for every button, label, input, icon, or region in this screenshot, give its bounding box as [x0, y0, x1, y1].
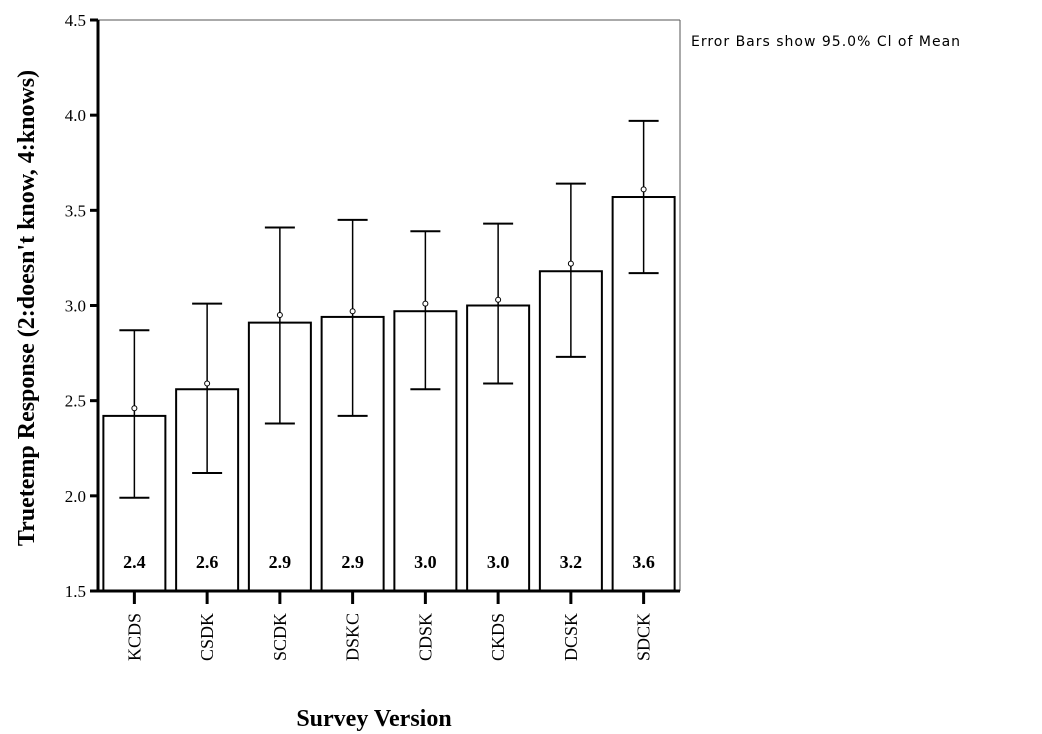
- mean-point: [131, 405, 138, 412]
- mean-point: [276, 312, 283, 319]
- x-tick-label: CSDK: [197, 613, 217, 661]
- x-axis: KCDS CSDK SCDK DSKC CDSK CKDS DCSK SDCK: [98, 589, 680, 661]
- y-tick-label: 3.5: [65, 201, 86, 220]
- y-tick-label: 1.5: [65, 582, 86, 601]
- mean-point: [204, 380, 211, 387]
- x-tick-label: CDSK: [415, 613, 435, 661]
- mean-point: [349, 308, 356, 315]
- mean-point: [422, 300, 429, 307]
- error-bars: [119, 119, 659, 499]
- plot-frame: [98, 19, 681, 591]
- bar-value-label: 3.2: [560, 552, 583, 572]
- y-axis: 1.5 2.0 2.5 3.0 3.5 4.0 4.5: [65, 11, 100, 601]
- bar-value-label: 2.4: [123, 552, 146, 572]
- bar-value-label: 2.9: [269, 552, 292, 572]
- bar-value-label: 2.9: [341, 552, 364, 572]
- bars: 2.4 2.6 2.9 2.9 3.0 3.0 3.2 3.6: [102, 196, 676, 593]
- mean-point: [567, 260, 574, 267]
- y-tick-label: 4.5: [65, 11, 86, 30]
- x-tick-label: DSKC: [343, 613, 363, 661]
- x-tick-label: SDCK: [634, 613, 654, 661]
- bar-value-label: 3.6: [632, 552, 655, 572]
- x-tick-label: KCDS: [124, 613, 144, 661]
- y-tick-label: 4.0: [65, 106, 86, 125]
- bar-value-label: 3.0: [487, 552, 510, 572]
- mean-point: [640, 186, 647, 193]
- bar-value-label: 2.6: [196, 552, 219, 572]
- x-tick-label: DCSK: [561, 613, 581, 661]
- error-bar-note: Error Bars show 95.0% Cl of Mean: [691, 34, 962, 50]
- x-axis-title: Survey Version: [296, 706, 451, 732]
- y-axis-title: Truetemp Response (2:doesn't know, 4:kno…: [14, 70, 40, 546]
- y-tick-label: 3.0: [65, 297, 86, 316]
- x-tick-label: CKDS: [488, 613, 508, 661]
- mean-point: [495, 296, 502, 303]
- x-tick-label: SCDK: [270, 613, 290, 661]
- y-tick-label: 2.5: [65, 392, 86, 411]
- bar-value-label: 3.0: [414, 552, 437, 572]
- y-tick-label: 2.0: [65, 487, 86, 506]
